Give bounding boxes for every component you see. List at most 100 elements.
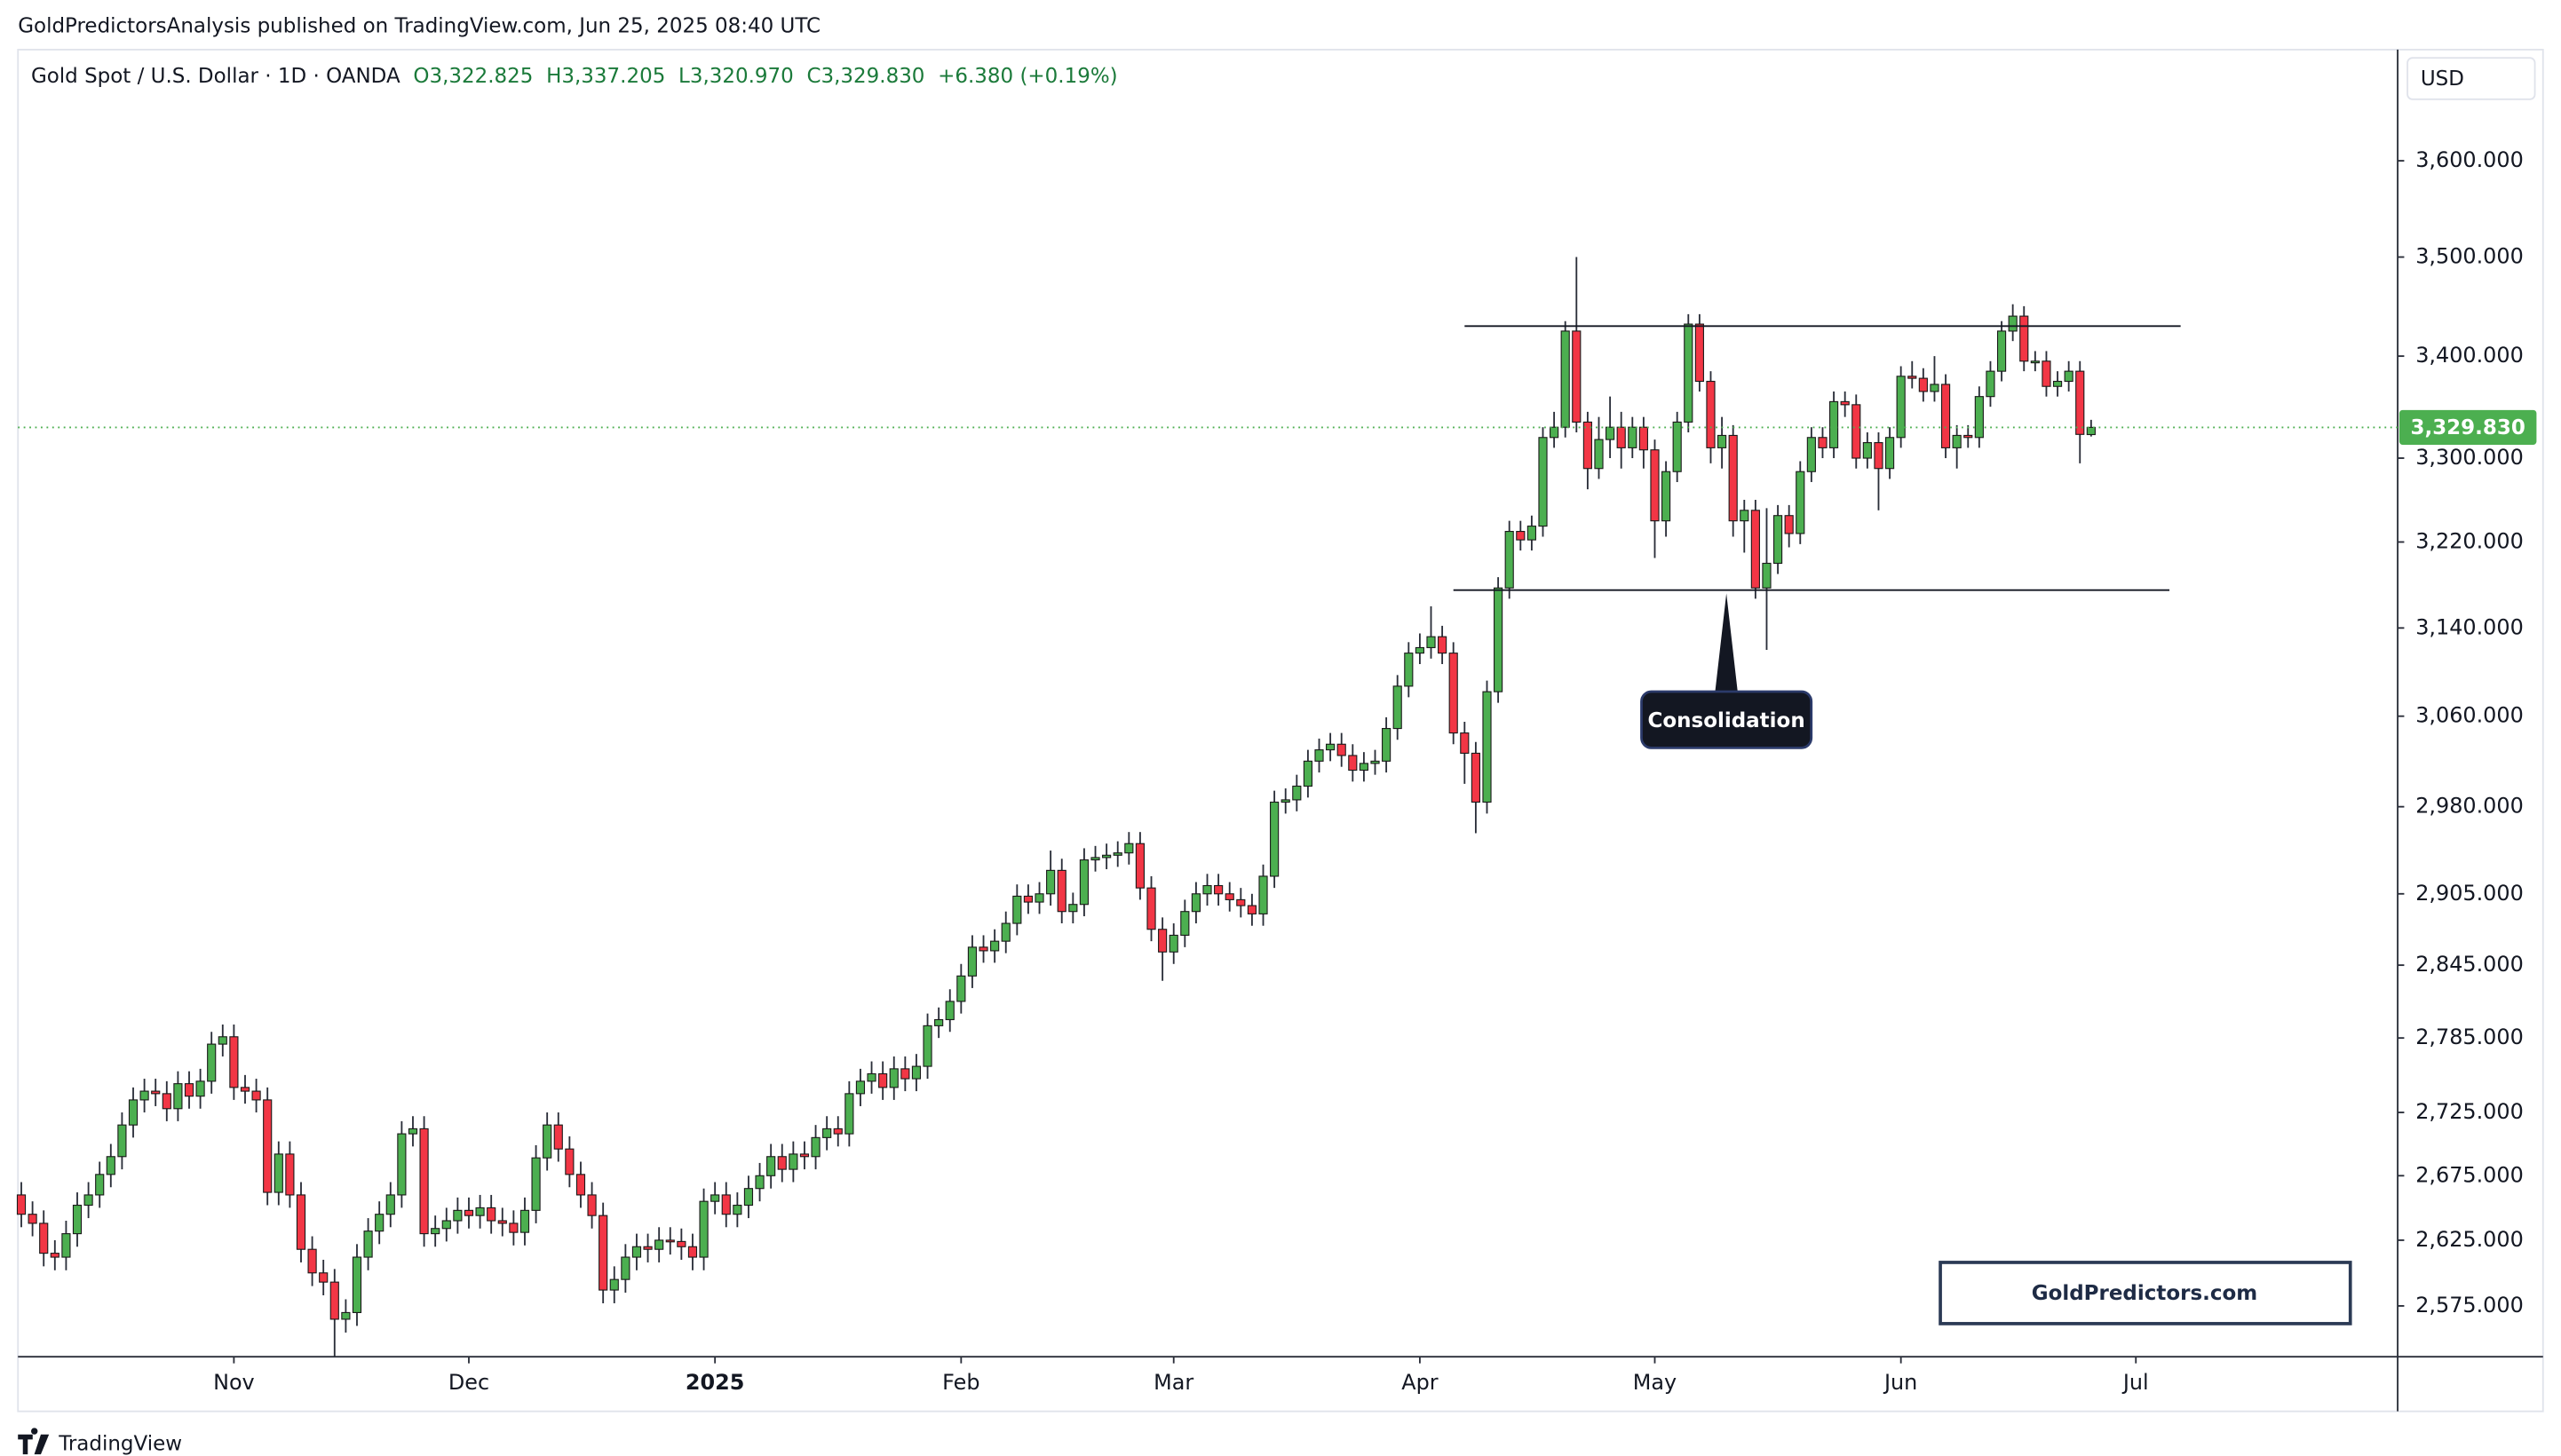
candle-body <box>1504 531 1514 589</box>
candle-body <box>1952 434 1962 448</box>
candle-body <box>565 1148 575 1175</box>
candle-body <box>1191 893 1201 913</box>
footer: TradingView <box>58 1432 182 1455</box>
candle-body <box>1974 396 1984 439</box>
candle-body <box>900 1068 910 1080</box>
candle-body <box>319 1272 329 1283</box>
y-tick-label: 3,600.000 <box>2415 147 2524 172</box>
candle-body <box>2075 370 2085 435</box>
candle-body <box>1672 421 1682 472</box>
candle-body <box>1806 437 1816 472</box>
candle-body <box>352 1256 362 1313</box>
plot-area: 2,575.000 2,625.000 2,675.000 2,725.000 2,78… <box>16 147 2537 1395</box>
candle-body <box>1146 887 1156 930</box>
candle-body <box>1694 323 1704 383</box>
candle-body <box>575 1174 586 1196</box>
x-tick-label: Dec <box>448 1370 489 1395</box>
y-tick-label: 2,785.000 <box>2415 1025 2524 1049</box>
candle-body <box>1874 442 1883 470</box>
callout-text: Consolidation <box>1648 709 1805 732</box>
candle-body <box>509 1223 519 1233</box>
candle-body <box>979 946 988 952</box>
candle-body <box>296 1194 306 1250</box>
y-tick-label: 2,845.000 <box>2415 952 2524 977</box>
candle-body <box>553 1124 563 1150</box>
candle-body <box>139 1090 149 1101</box>
candle-body <box>1750 510 1760 589</box>
candle-body <box>2086 426 2096 436</box>
candle-body <box>1538 437 1548 527</box>
candle-body <box>307 1248 317 1274</box>
callout-box <box>1640 690 1813 749</box>
candle-body <box>743 1188 754 1207</box>
candle-body <box>1336 743 1346 756</box>
y-tick-label: 3,060.000 <box>2415 703 2524 728</box>
candle-body <box>1158 929 1168 953</box>
candle-body <box>1090 857 1100 861</box>
candle-body <box>453 1209 463 1222</box>
candle-body <box>1001 922 1011 942</box>
candle-body <box>1638 426 1648 451</box>
candle-body <box>2019 315 2029 362</box>
candle-body <box>441 1220 451 1230</box>
candle-body <box>1494 587 1503 692</box>
candle-body <box>956 975 966 1002</box>
candle-body <box>665 1239 675 1243</box>
candle-body <box>83 1194 93 1207</box>
candle-body <box>464 1209 474 1216</box>
candle-body <box>1348 755 1358 772</box>
candle-body <box>419 1128 429 1235</box>
candle-body <box>1606 426 1615 440</box>
candle-body <box>128 1099 139 1126</box>
candle-body <box>1460 732 1470 754</box>
candle-body <box>1582 421 1592 470</box>
candle-body <box>945 1001 955 1021</box>
currency-box[interactable] <box>2406 57 2536 100</box>
candle-body <box>1415 646 1424 654</box>
candle-body <box>487 1207 496 1222</box>
candle-body <box>699 1200 709 1258</box>
candle-body <box>1628 426 1637 448</box>
x-tick-label: Nov <box>213 1370 255 1395</box>
candle-body <box>811 1136 821 1158</box>
candle-body <box>2008 315 2018 332</box>
y-tick-label: 3,300.000 <box>2415 445 2524 470</box>
candle-body <box>2052 380 2063 387</box>
candle-body <box>184 1083 194 1097</box>
candle-body <box>631 1246 642 1258</box>
candle-body <box>1214 884 1224 895</box>
candle-body <box>16 1194 27 1215</box>
candle-body <box>106 1156 115 1175</box>
candle-body <box>1526 526 1536 541</box>
candle-body <box>833 1128 843 1135</box>
candle-body <box>867 1072 876 1082</box>
candle-body <box>1370 760 1380 764</box>
candle-body <box>889 1068 899 1088</box>
x-tick-label: 2025 <box>686 1370 744 1395</box>
candle-body <box>2042 360 2051 387</box>
candle-body <box>61 1233 71 1258</box>
candle-body <box>1516 531 1526 541</box>
candle-body <box>1784 515 1794 534</box>
candle-body <box>1996 330 2007 372</box>
low-label: L3,320.970 <box>678 64 794 87</box>
candle-body <box>789 1153 798 1170</box>
y-tick-label: 3,400.000 <box>2415 343 2524 368</box>
candle-body <box>1717 434 1727 448</box>
candle-body <box>1572 330 1582 423</box>
candle-body <box>621 1256 630 1280</box>
y-tick-label: 3,500.000 <box>2415 243 2524 268</box>
watermark-box <box>1939 1261 2352 1325</box>
candle-body <box>117 1124 127 1158</box>
candle-body <box>274 1153 283 1193</box>
candle-body <box>50 1253 59 1258</box>
candle-body <box>1270 801 1280 877</box>
y-tick-label: 2,575.000 <box>2415 1293 2524 1318</box>
candle-body <box>599 1215 608 1291</box>
candle-body <box>1303 760 1313 787</box>
candle-body <box>1023 895 1034 903</box>
candle-body <box>497 1220 507 1224</box>
candle-body <box>1035 893 1044 903</box>
candle-body <box>878 1072 888 1088</box>
